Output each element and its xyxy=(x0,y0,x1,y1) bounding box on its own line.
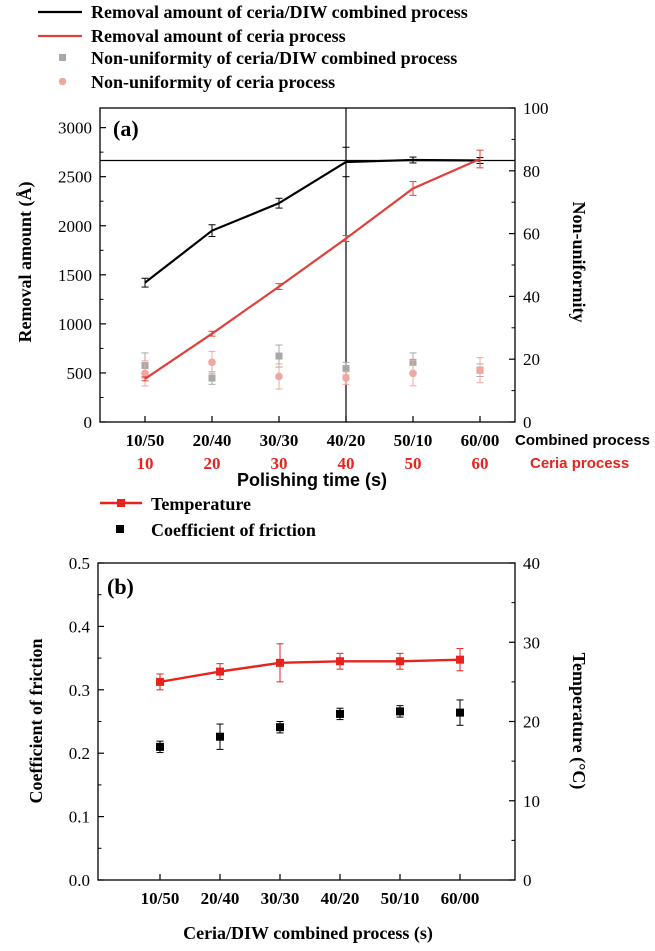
panel-b-y2-tick-label: 0 xyxy=(523,871,532,890)
panel-a-y2-axis-title: Non-uniformity xyxy=(569,202,589,323)
panel-b-y-tick-label: 0.0 xyxy=(69,871,90,890)
panel-a-x-tick-label: 60/00 xyxy=(461,431,500,450)
panel-a-x-tick-label: 50/10 xyxy=(394,431,433,450)
panel-a-combined-nonuniformity-point xyxy=(342,365,350,373)
panel-a-x-tick-label: 10/50 xyxy=(126,431,165,450)
panel-b-y-tick-label: 0.4 xyxy=(69,617,91,636)
panel-b-y2-tick-label: 30 xyxy=(523,633,540,652)
panel-b-x-tick-label: 30/30 xyxy=(261,889,300,908)
panel-b-y2-tick-label: 20 xyxy=(523,713,540,732)
panel-a-y-axis-title: Removal amount (Å) xyxy=(15,182,36,343)
panel-a-ceria-nonuniformity-point xyxy=(275,372,283,381)
panel-a-y-tick-label: 500 xyxy=(67,364,93,383)
panel-a-x-tick-label-ceria: 30 xyxy=(271,454,288,473)
panel-a-x-tick-label-ceria: 60 xyxy=(472,454,489,473)
panel-a-y2-tick-label: 100 xyxy=(523,99,549,118)
panel-b-friction-point xyxy=(216,732,224,741)
panel-a-y-tick-label: 1500 xyxy=(58,266,92,285)
panel-b-y2-tick-label: 40 xyxy=(523,554,540,573)
panel-b-y-tick-label: 0.2 xyxy=(69,744,90,763)
panel-a-y-tick-label: 0 xyxy=(84,413,93,432)
panel-a-y2-tick-label: 40 xyxy=(523,287,540,306)
panel-a-y2-tick-label: 0 xyxy=(523,413,532,432)
panel-b-temperature-point xyxy=(396,657,404,666)
panel-b-x-axis-title: Ceria/DIW combined process (s) xyxy=(183,923,433,944)
panel-a-legend-circle-swatch xyxy=(58,77,67,86)
x-row-label-combined: Combined process xyxy=(515,432,650,449)
panel-b-x-tick-label: 20/40 xyxy=(201,889,240,908)
panel-a-ceria-nonuniformity-point xyxy=(141,369,149,378)
panel-a-ceria-nonuniformity-point xyxy=(409,369,417,378)
panel-a-legend-label: Removal amount of ceria/DIW combined pro… xyxy=(91,2,468,22)
panel-b-y2-tick-label: 10 xyxy=(523,792,540,811)
panel-b-x-tick-label: 10/50 xyxy=(141,889,180,908)
panel-a-y-tick-label: 2500 xyxy=(58,168,92,187)
panel-b-friction-point xyxy=(456,708,464,717)
panel-b-y2-axis-title: Temperature (°C) xyxy=(568,653,589,790)
panel-a-legend-label: Non-uniformity of ceria/DIW combined pro… xyxy=(91,48,457,68)
panel-b-y-tick-label: 0.3 xyxy=(69,681,90,700)
panel-b-legend: Temperature Coefficient of friction xyxy=(100,494,316,540)
panel-b-marks xyxy=(156,643,464,754)
panel-b-legend-friction-marker xyxy=(116,525,124,533)
panel-a-legend-label: Removal amount of ceria process xyxy=(91,26,346,46)
panel-b-temperature-point xyxy=(276,658,284,667)
panel-b-y-tick-label: 0.1 xyxy=(69,808,90,827)
panel-b-axes: 0.0 0.1 0.2 0.3 0.4 0.5 0 10 20 30 40 10/50 20/40 30/… xyxy=(69,554,540,908)
panel-a-marks xyxy=(141,146,484,390)
panel-b-label: (b) xyxy=(107,574,134,599)
panel-a-x-tick-label: 40/20 xyxy=(327,431,366,450)
panel-b-temperature-point xyxy=(216,667,224,676)
panel-a-y-tick-label: 2000 xyxy=(58,217,92,236)
panel-a-y2-tick-label: 80 xyxy=(523,162,540,181)
panel-b-temperature-point xyxy=(156,677,164,686)
panel-b-plot-frame xyxy=(97,562,516,881)
panel-a-legend-label: Non-uniformity of ceria process xyxy=(91,72,335,92)
panel-b-x-tick-label: 50/10 xyxy=(381,889,420,908)
panel-b-x-tick-label: 60/00 xyxy=(441,889,480,908)
panel-b-friction-point xyxy=(156,742,164,751)
panel-a-x-tick-label-ceria: 10 xyxy=(137,454,154,473)
panel-a-ceria-nonuniformity-point xyxy=(342,374,350,382)
panel-a-x-tick-label: 20/40 xyxy=(193,431,232,450)
panel-a-combined-removal-line xyxy=(144,158,481,284)
x-row-label-ceria: Ceria process xyxy=(530,455,629,472)
panel-a-axes: 0 500 1000 1500 2000 2500 3000 0 20 40 60 80 100 10/5… xyxy=(58,99,549,473)
panel-b-legend-temperature-marker xyxy=(117,499,125,507)
panel-a-label: (a) xyxy=(113,116,139,141)
panel-a-y2-tick-label: 20 xyxy=(523,350,540,369)
panel-a-x-axis-title: Polishing time (s) xyxy=(237,470,387,490)
panel-b-x-tick-label: 40/20 xyxy=(321,889,360,908)
panel-b-temperature-point xyxy=(456,655,464,664)
panel-b-friction-point xyxy=(336,709,344,718)
panel-a-x-tick-label-ceria: 20 xyxy=(204,454,221,473)
panel-a-x-tick-label: 30/30 xyxy=(260,431,299,450)
panel-a-x-tick-label-ceria: 50 xyxy=(405,454,422,473)
panel-a-combined-nonuniformity-point xyxy=(208,374,216,382)
panel-b-temperature-line xyxy=(159,658,461,684)
panel-a-x-tick-label-ceria: 40 xyxy=(338,454,355,473)
panel-a-chart: Removal amount of ceria/DIW combined pro… xyxy=(15,2,650,490)
panel-b-friction-point xyxy=(396,707,404,716)
panel-a-y-tick-label: 1000 xyxy=(58,315,92,334)
panel-a-ceria-nonuniformity-point xyxy=(476,366,484,374)
panel-a-ceria-nonuniformity-point xyxy=(208,358,216,367)
panel-a-legend-square-swatch xyxy=(59,54,66,61)
panel-b-temperature-point xyxy=(336,657,344,666)
panel-a-legend: Removal amount of ceria/DIW combined pro… xyxy=(38,2,468,92)
panel-b-friction-point xyxy=(276,723,284,732)
panel-b-legend-label: Temperature xyxy=(151,494,251,514)
panel-b-y-axis-title: Coefficient of friction xyxy=(26,639,46,804)
panel-b-y-tick-label: 0.5 xyxy=(69,554,90,573)
panel-a-ceria-removal-line xyxy=(144,158,481,380)
panel-b-legend-label: Coefficient of friction xyxy=(151,520,316,540)
panel-a-y-tick-label: 3000 xyxy=(58,119,92,138)
panel-a-combined-nonuniformity-point xyxy=(275,352,283,360)
panel-a-y2-tick-label: 60 xyxy=(523,225,540,244)
